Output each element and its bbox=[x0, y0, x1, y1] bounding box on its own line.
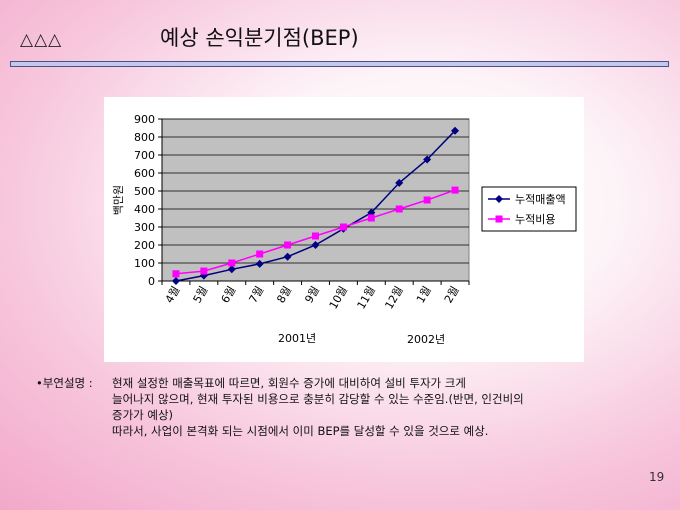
data-point bbox=[256, 250, 264, 258]
data-point bbox=[283, 252, 292, 261]
y-tick-label: 0 bbox=[148, 275, 155, 288]
y-axis-title: 백만원 bbox=[112, 185, 125, 215]
x-tick-label: 11월 bbox=[355, 284, 378, 311]
x-tick-label: 1월 bbox=[414, 284, 434, 305]
data-point bbox=[451, 126, 460, 135]
note-lead: •부연설명 : bbox=[36, 376, 93, 390]
data-point bbox=[228, 259, 236, 267]
data-point bbox=[227, 265, 236, 274]
x-tick-label: 5월 bbox=[191, 284, 211, 305]
x-tick-label: 7월 bbox=[246, 284, 266, 305]
data-point bbox=[255, 259, 264, 268]
y-tick-label: 600 bbox=[134, 167, 155, 180]
data-point bbox=[171, 277, 180, 285]
y-tick-label: 100 bbox=[134, 257, 155, 270]
legend-marker bbox=[495, 195, 503, 203]
data-point bbox=[395, 178, 404, 187]
y-tick-label: 400 bbox=[134, 203, 155, 216]
data-point bbox=[451, 186, 459, 194]
legend-box bbox=[481, 186, 577, 232]
data-point bbox=[367, 208, 376, 217]
year-label-2001: 2001년 bbox=[278, 332, 316, 345]
x-tick-label: 6월 bbox=[219, 284, 239, 305]
x-tick-label: 4월 bbox=[163, 284, 183, 305]
data-point bbox=[200, 267, 208, 275]
data-point bbox=[172, 270, 180, 278]
note-line: 늘어나지 않으며, 현재 투자된 비용으로 충분히 감당할 수 있는 수준임.(… bbox=[112, 392, 524, 406]
data-point bbox=[367, 214, 375, 222]
data-point bbox=[339, 223, 347, 231]
y-tick-label: 500 bbox=[134, 185, 155, 198]
y-tick-label: 900 bbox=[134, 113, 155, 126]
data-point bbox=[284, 241, 292, 249]
data-point bbox=[423, 155, 432, 164]
data-point bbox=[395, 205, 403, 213]
data-point bbox=[312, 232, 319, 240]
x-tick-label: 10월 bbox=[327, 284, 350, 311]
legend-label: 누적매출액 bbox=[515, 193, 566, 206]
plot-area bbox=[161, 118, 470, 282]
data-point bbox=[311, 241, 320, 249]
logo-triangles: △△△ bbox=[20, 30, 63, 50]
note-line: 현재 설정한 매출목표에 따르면, 회원수 증가에 대비하여 설비 투자가 크게 bbox=[112, 376, 466, 390]
explanation-note: •부연설명 : 현재 설정한 매출목표에 따르면, 회원수 증가에 대비하여 설… bbox=[36, 375, 524, 439]
x-tick-label: 12월 bbox=[383, 284, 406, 311]
slide-title: 예상 손익분기점(BEP) bbox=[160, 26, 359, 50]
y-tick-label: 800 bbox=[134, 131, 155, 144]
legend-label: 누적비용 bbox=[515, 213, 555, 226]
x-tick-label: 8월 bbox=[274, 284, 294, 305]
title-divider bbox=[10, 61, 669, 67]
bep-line-chart: 0 100 200 300 400 500 600 700 800 900 백만원 4월 5월 6월 7월 8… bbox=[112, 113, 577, 346]
page-number: 19 bbox=[649, 470, 665, 484]
year-label-2002: 2002년 bbox=[407, 333, 445, 346]
y-tick-label: 200 bbox=[134, 239, 155, 252]
legend-marker bbox=[495, 215, 503, 223]
chart-panel: 0 100 200 300 400 500 600 700 800 900 백만원 4월 5월 6월 7월 8… bbox=[104, 97, 584, 362]
x-tick-label: 9월 bbox=[302, 284, 322, 305]
y-tick-label: 300 bbox=[134, 221, 155, 234]
note-line: 따라서, 사업이 본격화 되는 시점에서 이미 BEP를 달성할 수 있을 것으… bbox=[112, 424, 489, 438]
x-tick-label: 2월 bbox=[442, 284, 462, 305]
note-line: 증가가 예상) bbox=[112, 408, 174, 422]
y-tick-label: 700 bbox=[134, 149, 155, 162]
data-point bbox=[423, 196, 431, 204]
